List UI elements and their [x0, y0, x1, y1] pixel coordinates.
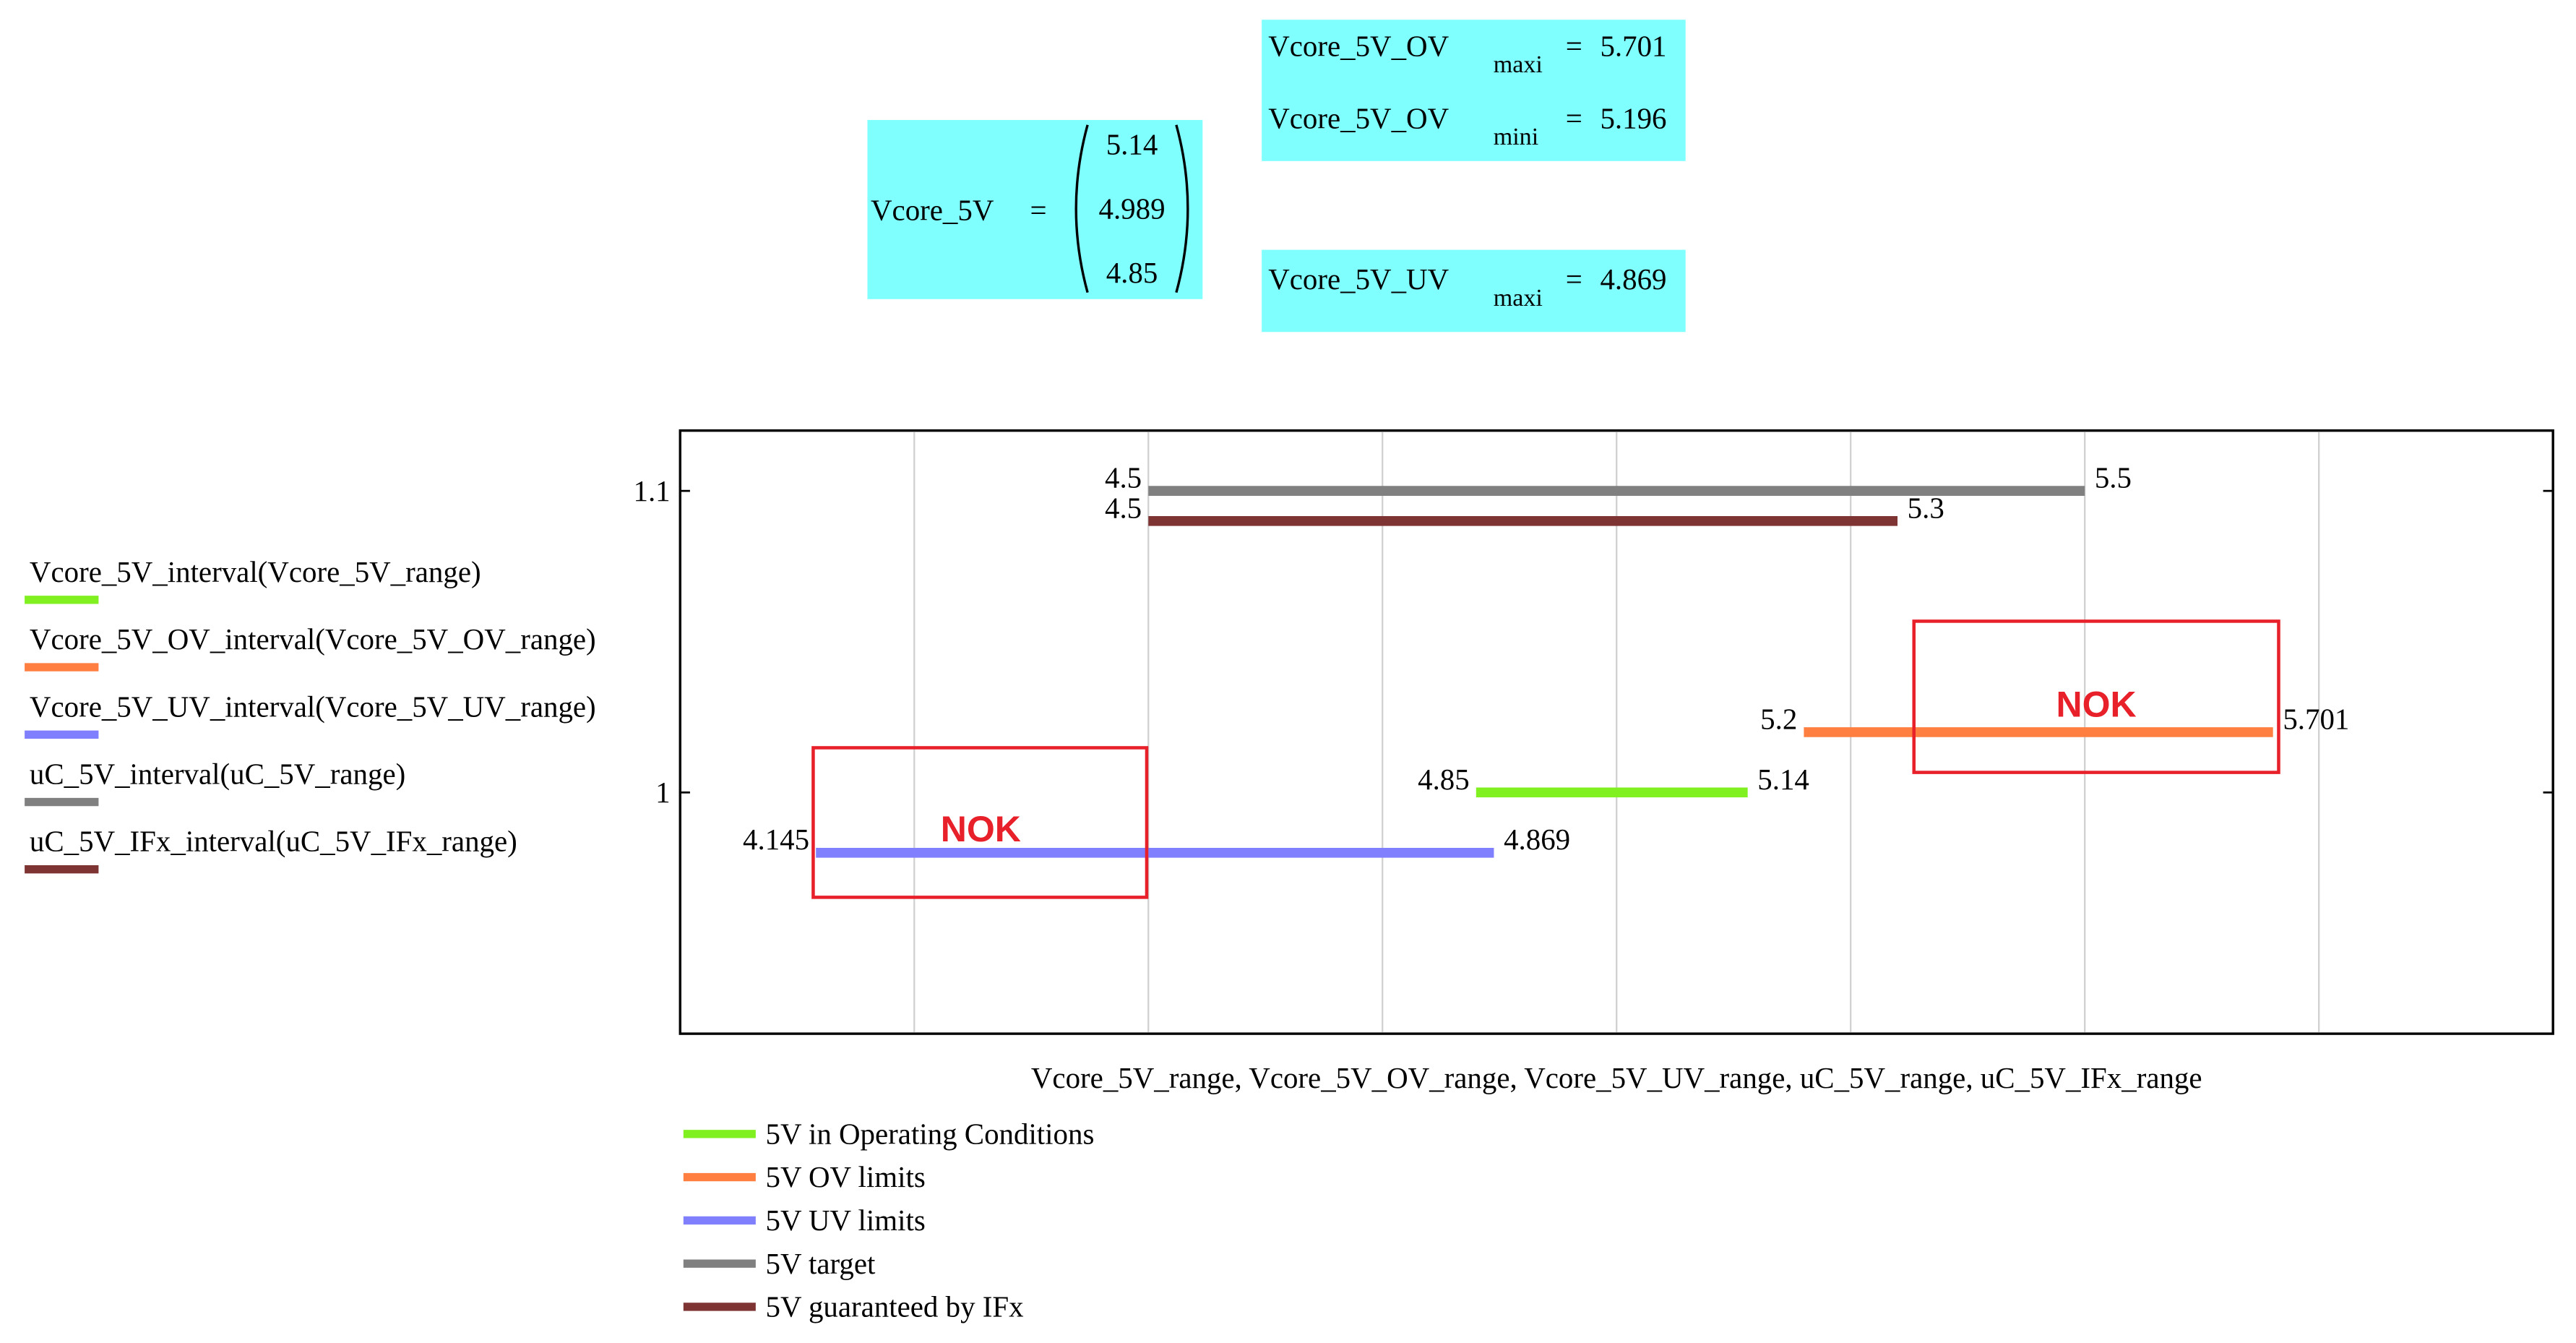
vector-element: 4.989	[1098, 192, 1165, 225]
y-tick-label: 1	[655, 776, 670, 809]
annotation: NOK	[941, 809, 1021, 849]
subscript: maxi	[1494, 51, 1543, 78]
data-label: 4.145	[743, 823, 809, 856]
variable-name: Vcore_5V_UV	[1268, 263, 1449, 296]
subscript: mini	[1494, 124, 1539, 150]
result-highlight	[867, 119, 1203, 299]
legend-label: Vcore_5V_OV_interval(Vcore_5V_OV_range)	[30, 623, 596, 656]
result-value: 5.196	[1600, 102, 1666, 134]
operator: =	[1566, 102, 1582, 134]
legend-label: 5V OV limits	[765, 1161, 925, 1193]
result-value: 4.869	[1600, 263, 1666, 296]
data-label: 5.701	[2283, 703, 2349, 735]
result-highlight	[1262, 249, 1686, 332]
legend-label: 5V guaranteed by IFx	[765, 1291, 1023, 1323]
data-label: 4.5	[1105, 492, 1142, 524]
vector-element: 4.85	[1106, 257, 1158, 289]
variable-name: Vcore_5V_OV	[1268, 30, 1449, 62]
legend-label: 5V UV limits	[765, 1204, 925, 1237]
annotation-box	[811, 746, 1149, 899]
annotation: NOK	[2056, 684, 2137, 724]
legend-label: 5V target	[765, 1248, 875, 1280]
result-value: 5.701	[1600, 30, 1666, 62]
operator: =	[1566, 30, 1582, 62]
subscript: maxi	[1494, 285, 1543, 312]
legend-label: uC_5V_interval(uC_5V_range)	[30, 758, 405, 791]
operator: =	[1030, 194, 1047, 227]
data-label: 5.14	[1757, 763, 1809, 796]
matrix-bracket	[1175, 124, 1189, 293]
data-label: 4.85	[1418, 763, 1470, 796]
legend-label: Vcore_5V_UV_interval(Vcore_5V_UV_range)	[30, 690, 596, 723]
operator: =	[1566, 263, 1582, 296]
legend-label: Vcore_5V_interval(Vcore_5V_range)	[30, 556, 481, 588]
vector-name: Vcore_5V	[871, 194, 994, 227]
legend-label: uC_5V_IFx_interval(uC_5V_IFx_range)	[30, 825, 517, 858]
vector-element: 5.14	[1106, 129, 1158, 161]
data-label: 5.3	[1908, 492, 1944, 524]
annotation-box	[1912, 619, 2280, 774]
variable-name: Vcore_5V_OV	[1268, 102, 1449, 134]
data-label: 4.5	[1105, 462, 1142, 494]
data-label: 4.869	[1504, 823, 1570, 856]
legend-label: 5V in Operating Conditions	[765, 1117, 1094, 1150]
result-highlight	[1262, 20, 1686, 161]
data-label: 5.2	[1760, 703, 1797, 735]
y-tick-label: 1.1	[633, 475, 670, 507]
matrix-bracket	[1074, 124, 1089, 293]
x-axis-label: Vcore_5V_range, Vcore_5V_OV_range, Vcore…	[1031, 1062, 2202, 1094]
data-label: 5.5	[2095, 462, 2132, 494]
